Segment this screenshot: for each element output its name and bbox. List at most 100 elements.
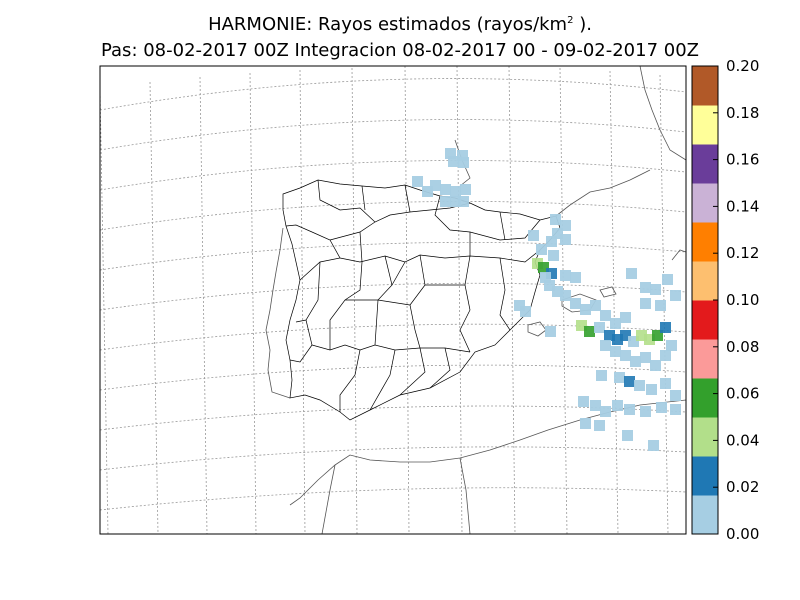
lightning-cell <box>545 326 556 337</box>
lightning-cell <box>660 378 671 389</box>
lightning-cell <box>590 300 601 311</box>
colorbar-tick-label: 0.04 <box>726 431 759 449</box>
lightning-cell <box>620 312 631 323</box>
lightning-cell <box>670 390 681 401</box>
lightning-cell <box>640 298 651 309</box>
colorbar-segment <box>692 183 718 223</box>
lightning-cell <box>636 330 647 341</box>
colorbar-tick-label: 0.02 <box>726 478 759 496</box>
lightning-cell <box>560 220 571 231</box>
lightning-cell <box>458 196 469 207</box>
colorbar-tick-label: 0.08 <box>726 338 759 356</box>
lightning-cell <box>610 318 621 329</box>
lightning-cell <box>450 196 461 207</box>
lightning-cell <box>440 184 451 195</box>
colorbar-segment <box>692 378 718 418</box>
lightning-cell <box>548 250 559 261</box>
lightning-cell <box>552 228 563 239</box>
colorbar-segment <box>692 222 718 262</box>
lightning-cell <box>660 322 671 333</box>
colorbar-segment <box>692 300 718 340</box>
colorbar <box>692 66 718 535</box>
lightning-cell <box>532 258 543 269</box>
colorbar-tick-label: 0.06 <box>726 385 759 403</box>
lightning-cell <box>624 376 635 387</box>
lightning-cell <box>430 180 441 191</box>
lightning-cell <box>646 384 657 395</box>
lightning-cell <box>528 230 539 241</box>
lightning-cell <box>594 420 605 431</box>
lightning-cell <box>450 186 461 197</box>
lightning-cell <box>656 402 667 413</box>
lightning-density-layer <box>412 148 681 451</box>
lightning-cell <box>584 326 595 337</box>
lightning-cell <box>662 274 673 285</box>
lightning-cell <box>620 350 631 361</box>
lightning-cell <box>580 304 591 315</box>
map-frame <box>99 65 687 535</box>
lightning-cell <box>626 268 637 279</box>
colorbar-tick-label: 0.14 <box>726 197 759 215</box>
colorbar-ticks: 0.00 0.02 0.04 0.06 0.08 0.10 0.12 0.14 0.16 0.18… <box>713 57 759 543</box>
lightning-cell <box>570 298 581 309</box>
lightning-cell <box>514 300 525 311</box>
colorbar-segment <box>692 417 718 457</box>
lightning-cell <box>600 340 611 351</box>
colorbar-segment <box>692 261 718 301</box>
lightning-cell <box>520 306 531 317</box>
colorbar-tick-label: 0.10 <box>726 291 759 309</box>
lightning-cell <box>650 284 661 295</box>
lightning-cell <box>576 320 587 331</box>
coastline <box>265 66 686 534</box>
lightning-cell <box>552 286 563 297</box>
lightning-cell <box>536 244 547 255</box>
lightning-cell <box>448 156 459 167</box>
lightning-cell <box>594 322 605 333</box>
lightning-cell <box>538 262 549 273</box>
lightning-cell <box>666 340 677 351</box>
lightning-cell <box>640 352 651 363</box>
lightning-cell <box>546 236 557 247</box>
lightning-cell <box>660 350 671 361</box>
lightning-cell <box>650 360 661 371</box>
lightning-cell <box>610 346 621 357</box>
colorbar-segment <box>692 495 718 535</box>
colorbar-segment <box>692 105 718 145</box>
lightning-cell <box>546 268 557 279</box>
lightning-cell <box>550 214 561 225</box>
colorbar-segment <box>692 456 718 496</box>
lightning-cell <box>604 330 615 341</box>
lightning-cell <box>412 176 423 187</box>
colorbar-tick-label: 0.12 <box>726 244 759 262</box>
lightning-cell <box>640 282 651 293</box>
lightning-cell <box>628 336 639 347</box>
colorbar-tick-label: 0.18 <box>726 104 759 122</box>
lightning-cell <box>590 400 601 411</box>
spain-borders <box>282 179 561 421</box>
lightning-cell <box>440 196 451 207</box>
lightning-cell <box>445 148 456 159</box>
lightning-cell <box>612 334 623 345</box>
lightning-cell <box>648 440 659 451</box>
lightning-cell <box>655 300 666 311</box>
lightning-cell <box>634 380 645 391</box>
lightning-cell <box>630 356 641 367</box>
graticule-parallels <box>100 78 686 511</box>
lightning-cell <box>600 310 611 321</box>
lightning-cell <box>614 372 625 383</box>
lightning-cell <box>580 418 591 429</box>
lightning-cell <box>596 370 607 381</box>
colorbar-segment <box>692 339 718 379</box>
colorbar-tick-label: 0.16 <box>726 151 759 169</box>
graticule-meridians <box>100 66 669 534</box>
lightning-cell <box>670 290 681 301</box>
map-title-line-1: HARMONIE: Rayos estimados (rayos/km2 ). <box>208 14 592 35</box>
lightning-cell <box>458 157 469 168</box>
lightning-cell <box>620 330 631 341</box>
lightning-cell <box>544 280 555 291</box>
lightning-cell <box>644 334 655 345</box>
lightning-cell <box>540 272 551 283</box>
lightning-cell <box>570 272 581 283</box>
map-title-line-2: Pas: 08-02-2017 00Z Integracion 08-02-20… <box>100 40 699 61</box>
lightning-cell <box>457 150 468 161</box>
